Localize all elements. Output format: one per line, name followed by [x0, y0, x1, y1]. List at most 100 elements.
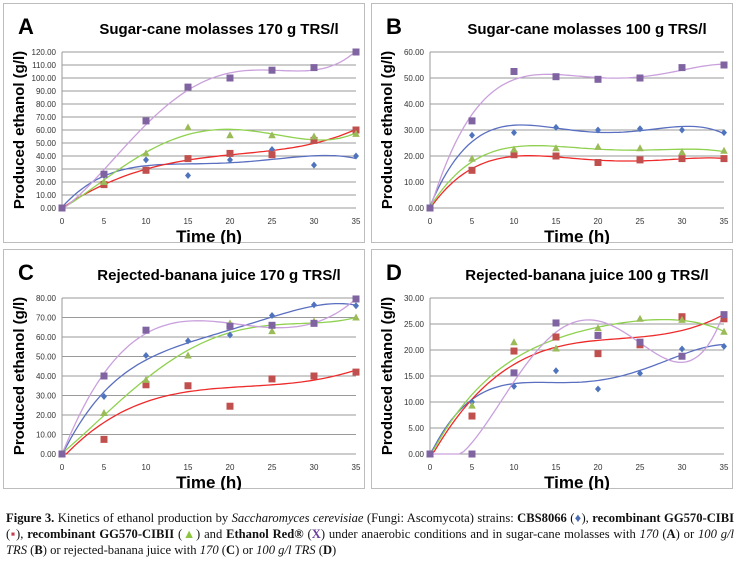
y-tick-label: 20.00	[36, 178, 57, 187]
caption-strain: recombinant GG570-CIBI	[592, 511, 735, 525]
caption-text: or	[239, 543, 257, 557]
triangle-icon: ▲	[182, 527, 197, 541]
data-point-purple	[510, 369, 518, 377]
x-tick-label: 10	[510, 217, 519, 226]
x-tick-label: 5	[470, 463, 475, 472]
data-point-green	[268, 327, 276, 335]
data-point-red	[184, 155, 192, 163]
x-tick-label: 15	[184, 463, 193, 472]
panel-letter: D	[386, 260, 402, 285]
x-tick-label: 35	[352, 217, 361, 226]
data-point-green	[720, 327, 728, 335]
caption-strain: Ethanol Red®	[226, 527, 304, 541]
data-point-blue	[311, 161, 317, 169]
data-point-purple	[226, 74, 234, 82]
x-tick-label: 20	[226, 463, 235, 472]
data-point-green	[184, 351, 192, 359]
chart-title: Rejected-banana juice 100 g TRS/l	[465, 267, 708, 284]
x-tick-label: 5	[102, 463, 107, 472]
caption-text: or rejected-banana juice with	[46, 543, 200, 557]
x-tick-label: 25	[636, 217, 645, 226]
y-tick-label: 30.00	[36, 392, 57, 401]
trendline-blue	[429, 343, 725, 455]
y-tick-label: 80.00	[36, 294, 57, 303]
y-axis-label: Produced ethanol (g/l)	[379, 51, 396, 209]
x-tick-label: 10	[142, 463, 151, 472]
data-point-blue	[469, 131, 475, 139]
data-point-blue	[311, 301, 317, 309]
x-tick-label: 25	[636, 463, 645, 472]
caption-text: and	[200, 527, 227, 541]
y-tick-label: 60.00	[36, 126, 57, 135]
y-tick-label: 40.00	[404, 100, 425, 109]
caption-letter: A	[666, 527, 676, 541]
figure-caption: Figure 3. Kinetics of ethanol production…	[6, 511, 735, 557]
data-point-purple	[142, 117, 150, 125]
x-axis-label: Time (h)	[544, 227, 610, 244]
chart-title: Sugar-cane molasses 170 g TRS/l	[99, 21, 338, 38]
y-tick-label: 10.00	[36, 191, 57, 200]
trendline-red	[61, 128, 357, 209]
trendline-red	[429, 155, 725, 209]
diamond-icon: ♦	[574, 511, 582, 525]
trendline-red	[62, 369, 357, 455]
chart-svg: B Sugar-cane molasses 100 g TRS/l 0.00 10.0…	[379, 14, 729, 244]
data-point-blue	[679, 126, 685, 134]
data-point-green	[552, 344, 560, 352]
y-axis-label: Produced ethanol (g/l)	[379, 297, 396, 455]
data-point-purple	[352, 295, 360, 303]
data-point-purple	[552, 319, 560, 327]
data-point-purple	[100, 372, 108, 380]
data-point-purple	[100, 170, 108, 178]
trendline-purple	[429, 63, 725, 209]
data-point-red	[310, 372, 318, 380]
data-point-blue	[721, 342, 727, 350]
data-point-green	[678, 315, 686, 323]
data-point-blue	[511, 382, 517, 390]
data-point-purple	[58, 450, 66, 458]
y-axis-label: Produced ethanol (g/l)	[11, 297, 28, 455]
x-tick-label: 20	[226, 217, 235, 226]
data-point-purple	[594, 75, 602, 83]
y-tick-label: 40.00	[36, 372, 57, 381]
data-point-green	[310, 132, 318, 140]
y-tick-label: 30.00	[404, 126, 425, 135]
y-tick-label: 70.00	[36, 314, 57, 323]
x-axis-label: Time (h)	[176, 473, 242, 490]
caption-letter: D	[322, 543, 333, 557]
x-tick-label: 30	[310, 463, 319, 472]
x-tick-label: 15	[552, 217, 561, 226]
data-point-red	[678, 155, 686, 163]
caption-letter: B	[34, 543, 43, 557]
data-point-red	[468, 166, 476, 174]
x-tick-label: 0	[60, 463, 65, 472]
data-point-green	[142, 149, 150, 157]
y-tick-label: 50.00	[404, 74, 425, 83]
data-point-blue	[143, 352, 149, 360]
y-tick-label: 40.00	[36, 152, 57, 161]
data-point-red	[552, 333, 560, 341]
caption-letter: C	[226, 543, 236, 557]
data-point-green	[594, 324, 602, 332]
data-point-green	[510, 338, 518, 346]
data-point-green	[720, 146, 728, 154]
chart-panel-d: D Rejected-banana juice 100 g TRS/l 0.00 5.…	[371, 249, 733, 490]
y-tick-label: 10.00	[404, 178, 425, 187]
data-point-red	[552, 152, 560, 160]
data-point-green	[468, 154, 476, 162]
x-tick-label: 0	[60, 217, 65, 226]
data-point-green	[226, 131, 234, 139]
x-tick-label: 35	[720, 217, 729, 226]
data-point-red	[268, 151, 276, 159]
x-tick-label: 25	[268, 463, 277, 472]
x-tick-label: 0	[428, 217, 433, 226]
data-point-blue	[227, 331, 233, 339]
data-point-blue	[637, 125, 643, 133]
data-point-purple	[720, 311, 728, 319]
y-tick-label: 20.00	[404, 152, 425, 161]
chart-panel-b: B Sugar-cane molasses 100 g TRS/l 0.00 10.0…	[371, 3, 733, 244]
data-point-blue	[553, 123, 559, 131]
caption-value: 170	[639, 527, 659, 541]
chart-panel-c: C Rejected-banana juice 170 g TRS/l 0.00 10…	[3, 249, 365, 490]
x-tick-label: 30	[678, 217, 687, 226]
